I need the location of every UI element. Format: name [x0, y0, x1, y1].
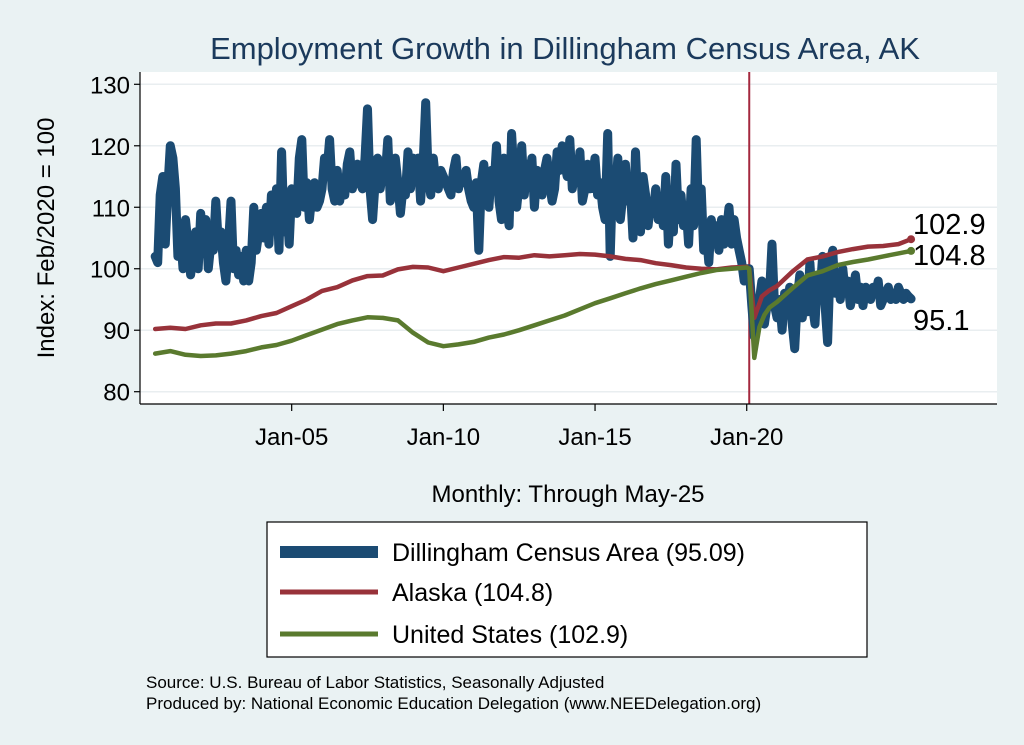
end-label-0: 95.1 — [913, 305, 969, 337]
series-line-2 — [152, 248, 914, 361]
series-lines — [150, 98, 916, 361]
x-axis: Jan-05 Jan-10 Jan-15 Jan-20 — [255, 404, 783, 451]
x-axis-label: Monthly: Through May-25 — [431, 481, 704, 508]
y-tick-label-90: 90 — [103, 318, 130, 345]
end-marker-1 — [907, 235, 916, 244]
x-tick-label-Jan-15: Jan-15 — [558, 424, 631, 451]
y-axis: 80 90 100 110 120 130 — [90, 72, 140, 407]
end-label-2: 102.9 — [913, 209, 986, 241]
end-marker-2 — [907, 246, 916, 255]
legend-label-0: Dillingham Census Area (95.09) — [392, 539, 745, 567]
produced-by-note: Produced by: National Economic Education… — [146, 694, 761, 713]
y-tick-label-80: 80 — [103, 380, 130, 407]
series-line-1 — [152, 236, 914, 332]
source-note: Source: U.S. Bureau of Labor Statistics,… — [146, 673, 604, 692]
y-axis-label: Index: Feb/2020 = 100 — [33, 118, 60, 359]
legend-items: Dillingham Census Area (95.09) Alaska (10… — [280, 539, 745, 649]
y-tick-label-110: 110 — [92, 195, 130, 222]
legend-label-1: Alaska (104.8) — [392, 579, 553, 607]
legend-label-2: United States (102.9) — [392, 621, 628, 649]
y-tick-label-100: 100 — [90, 257, 130, 284]
chart-title: Employment Growth in Dillingham Census A… — [210, 31, 920, 66]
end-marker-0 — [907, 294, 916, 303]
x-tick-label-Jan-20: Jan-20 — [710, 424, 783, 451]
x-tick-label-Jan-10: Jan-10 — [407, 424, 480, 451]
x-tick-label-Jan-05: Jan-05 — [255, 424, 328, 451]
y-tick-label-120: 120 — [90, 134, 130, 161]
end-label-1: 104.8 — [913, 240, 986, 272]
y-tick-label-130: 130 — [90, 72, 130, 99]
